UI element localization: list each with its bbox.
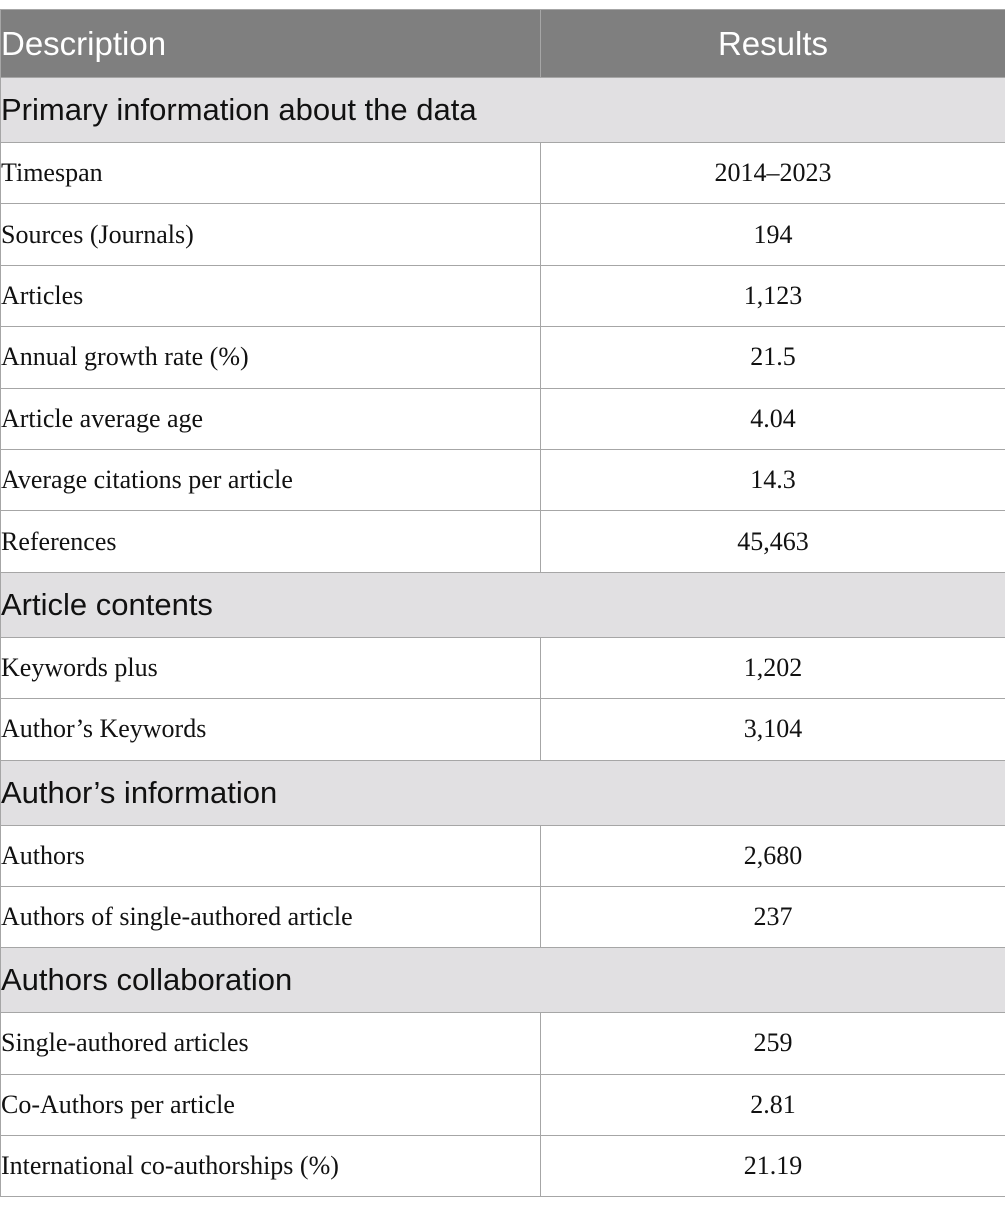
section-header-row: Author’s information — [0, 759, 1005, 826]
row-description: Authors of single-authored article — [0, 885, 541, 949]
row-description: Articles — [0, 264, 541, 328]
section-title: Authors collaboration — [0, 947, 1005, 1014]
table-row: Authors 2,680 — [0, 824, 1005, 887]
table-row: Keywords plus 1,202 — [0, 636, 1005, 700]
row-description: Keywords plus — [0, 636, 541, 700]
section-title: Author’s information — [0, 759, 1005, 826]
row-description: International co-authorships (%) — [0, 1135, 541, 1198]
table-header-row: Description Results — [0, 9, 1005, 78]
row-result: 45,463 — [540, 510, 1005, 573]
row-description: Sources (Journals) — [0, 203, 541, 266]
row-description: Timespan — [0, 141, 541, 205]
row-description: Single-authored articles — [0, 1012, 541, 1075]
table-row: References 45,463 — [0, 510, 1005, 573]
row-result: 14.3 — [540, 448, 1005, 512]
table-row: Article average age 4.04 — [0, 387, 1005, 450]
table-row: Authors of single-authored article 237 — [0, 885, 1005, 949]
row-description: Authors — [0, 824, 541, 887]
row-description: Author’s Keywords — [0, 698, 541, 761]
table-row: Sources (Journals) 194 — [0, 203, 1005, 266]
row-result: 4.04 — [540, 387, 1005, 450]
section-header-row: Authors collaboration — [0, 947, 1005, 1014]
table-row: Articles 1,123 — [0, 264, 1005, 328]
row-result: 259 — [540, 1012, 1005, 1075]
results-column-header: Results — [540, 9, 1005, 78]
table-row: Annual growth rate (%) 21.5 — [0, 326, 1005, 389]
row-result: 21.19 — [540, 1135, 1005, 1198]
row-description: Annual growth rate (%) — [0, 326, 541, 389]
table-row: International co-authorships (%) 21.19 — [0, 1135, 1005, 1198]
table-row: Timespan 2014–2023 — [0, 141, 1005, 205]
row-result: 237 — [540, 885, 1005, 949]
table-row: Single-authored articles 259 — [0, 1012, 1005, 1075]
section-title: Primary information about the data — [0, 77, 1005, 143]
description-column-header: Description — [0, 9, 541, 78]
section-header-row: Primary information about the data — [0, 77, 1005, 143]
row-result: 1,123 — [540, 264, 1005, 328]
row-result: 3,104 — [540, 698, 1005, 761]
row-description: References — [0, 510, 541, 573]
row-result: 2.81 — [540, 1073, 1005, 1137]
table-row: Author’s Keywords 3,104 — [0, 698, 1005, 761]
row-description: Average citations per article — [0, 448, 541, 512]
row-result: 21.5 — [540, 326, 1005, 389]
row-description: Article average age — [0, 387, 541, 450]
row-description: Co-Authors per article — [0, 1073, 541, 1137]
table-row: Co-Authors per article 2.81 — [0, 1073, 1005, 1137]
row-result: 1,202 — [540, 636, 1005, 700]
row-result: 2,680 — [540, 824, 1005, 887]
table-body: Primary information about the data Timesp… — [0, 77, 1005, 1198]
section-title: Article contents — [0, 571, 1005, 638]
row-result: 194 — [540, 203, 1005, 266]
table-row: Average citations per article 14.3 — [0, 448, 1005, 512]
row-result: 2014–2023 — [540, 141, 1005, 205]
bibliometric-summary-table: Description Results Primary information … — [0, 9, 1005, 1198]
section-header-row: Article contents — [0, 571, 1005, 638]
